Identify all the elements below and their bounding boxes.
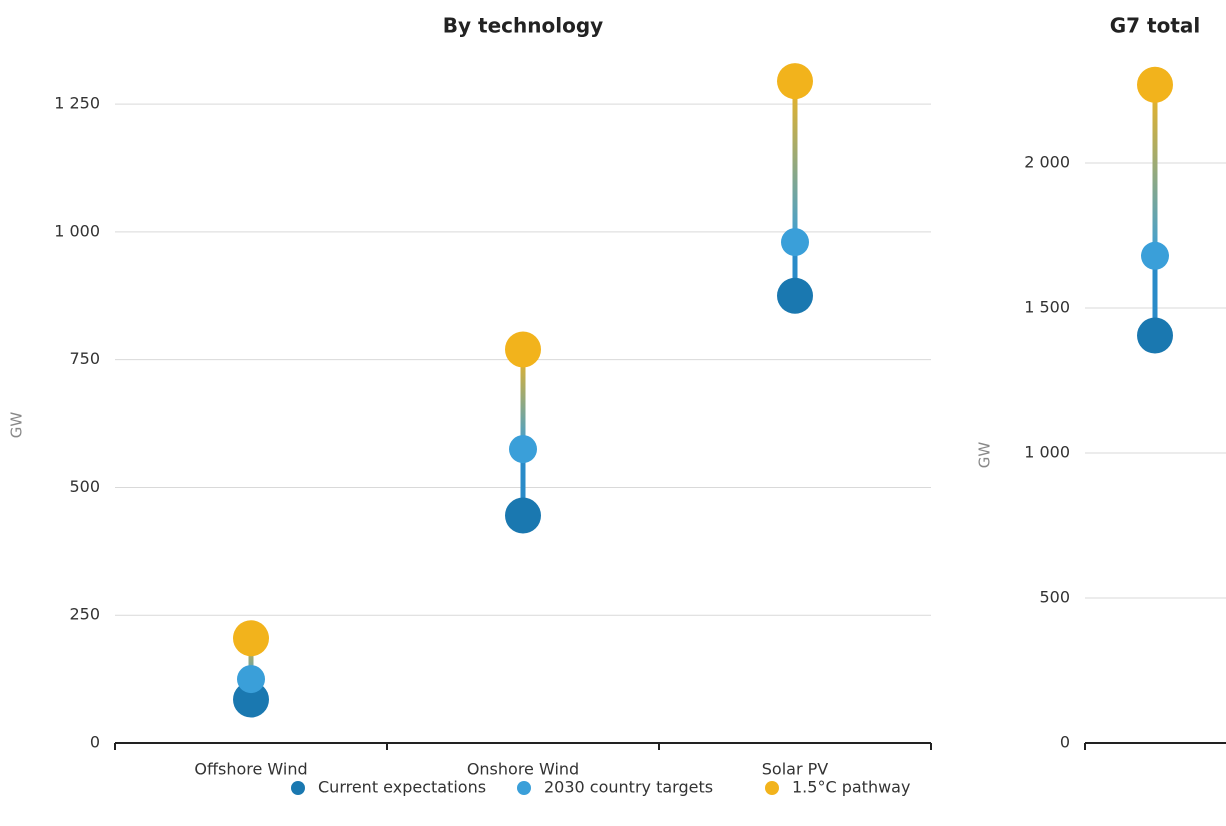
x-tick-label: Offshore Wind (194, 760, 307, 779)
x-tick-label: Solar PV (762, 760, 829, 779)
y-tick-label: 2 000 (1024, 153, 1070, 172)
dot (781, 228, 809, 257)
dot (505, 331, 541, 368)
y-tick-label: 1 000 (54, 221, 100, 240)
legend-marker (765, 781, 779, 795)
y-tick-label: 500 (69, 477, 100, 496)
y-tick-label: 0 (1060, 733, 1070, 752)
y-tick-label: 250 (69, 605, 100, 624)
dot (777, 277, 813, 314)
dot (233, 681, 269, 718)
dot (1141, 241, 1169, 270)
dot (233, 620, 269, 657)
dot (1137, 317, 1173, 354)
chart-title: By technology (443, 14, 603, 38)
chart-title: G7 total (1110, 14, 1201, 38)
dot (505, 497, 541, 534)
connector (1152, 84, 1158, 256)
dot (777, 63, 813, 100)
y-tick-label: 750 (69, 349, 100, 368)
connector (520, 349, 526, 450)
legend-marker (517, 781, 531, 795)
y-tick-label: 1 000 (1024, 443, 1070, 462)
legend-label: 1.5°C pathway (792, 778, 910, 797)
legend-label: Current expectations (318, 778, 486, 797)
connector (248, 638, 254, 680)
dot (1137, 66, 1173, 103)
connector (792, 81, 798, 243)
dot (237, 665, 265, 694)
y-tick-label: 1 500 (1024, 298, 1070, 317)
y-axis-label: GW (976, 442, 994, 469)
y-tick-label: 0 (90, 733, 100, 752)
x-tick-label: Onshore Wind (467, 760, 579, 779)
y-axis-label: GW (8, 412, 26, 439)
y-tick-label: 1 250 (54, 94, 100, 113)
legend-marker (291, 781, 305, 795)
y-tick-label: 500 (1039, 588, 1070, 607)
legend-label: 2030 country targets (544, 778, 713, 797)
dot (509, 435, 537, 464)
